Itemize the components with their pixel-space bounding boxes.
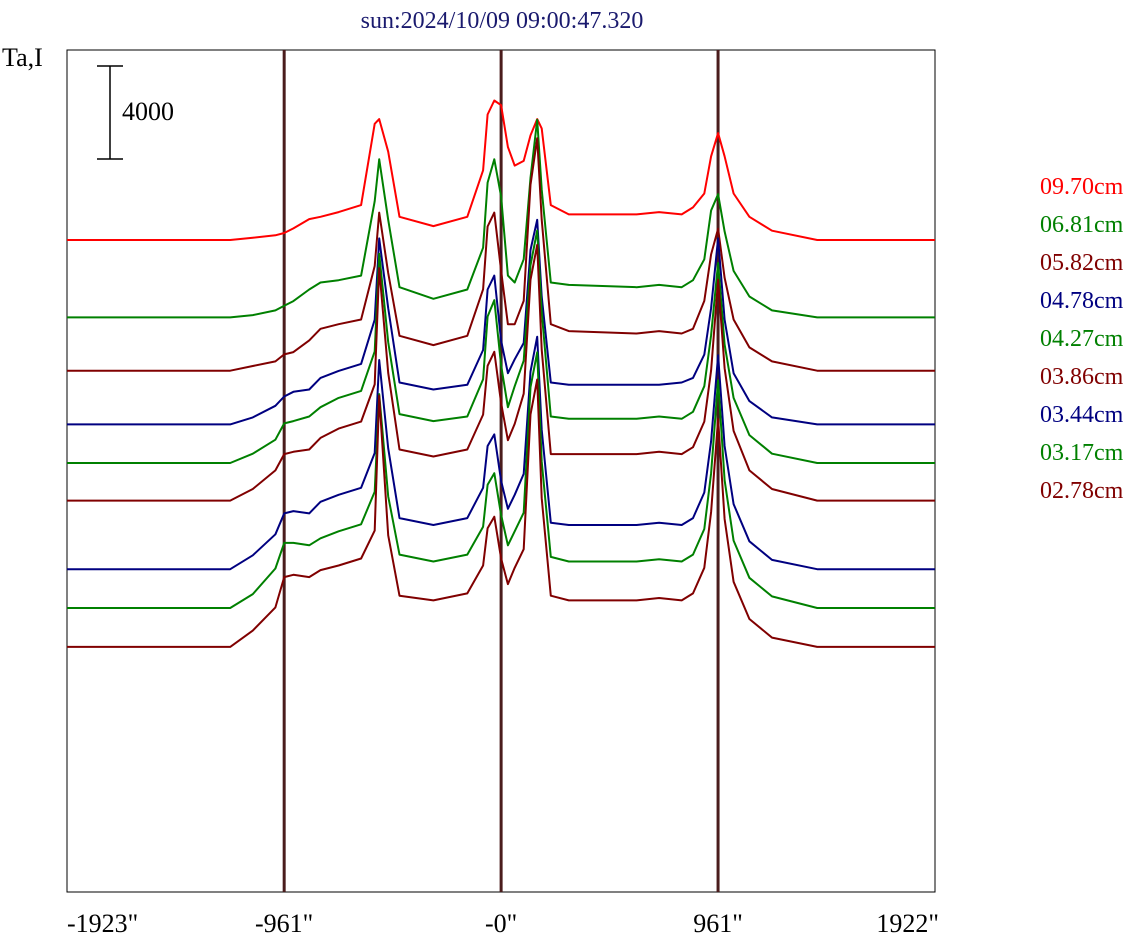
series-line-0 <box>67 99 935 241</box>
legend-item-1: 06.81cm <box>1040 212 1124 238</box>
scale-bar-label: 4000 <box>122 97 174 126</box>
legend-item-2: 05.82cm <box>1040 250 1124 276</box>
series-line-8 <box>67 378 935 648</box>
legend-item-4: 04.27cm <box>1040 326 1124 352</box>
series-line-1 <box>67 118 935 319</box>
legend-item-6: 03.44cm <box>1040 402 1124 428</box>
x-tick-label-2: -0" <box>485 909 517 938</box>
legend: 09.70cm 06.81cm 05.82cm 04.78cm 04.27cm 03.86… <box>1040 174 1124 504</box>
series-line-5 <box>67 243 935 502</box>
series-group <box>67 99 935 648</box>
series-line-6 <box>67 335 935 571</box>
vertical-guide-lines <box>282 50 720 892</box>
x-tick-label-0: -1923" <box>67 909 138 938</box>
scale-bar: 4000 <box>97 65 174 160</box>
series-line-3 <box>67 218 935 426</box>
series-line-7 <box>67 351 935 609</box>
y-axis-label: Ta,I <box>2 43 43 72</box>
x-tick-label-1: -961" <box>255 909 313 938</box>
series-line-2 <box>67 137 935 372</box>
legend-item-0: 09.70cm <box>1040 174 1124 200</box>
legend-item-3: 04.78cm <box>1040 288 1124 314</box>
x-tick-label-3: 961" <box>693 909 743 938</box>
legend-item-7: 03.17cm <box>1040 440 1124 466</box>
series-line-4 <box>67 229 935 464</box>
legend-item-8: 02.78cm <box>1040 478 1124 504</box>
legend-item-5: 03.86cm <box>1040 364 1124 390</box>
x-tick-label-4: 1922" <box>876 909 939 938</box>
chart-title: sun:2024/10/09 09:00:47.320 <box>361 8 644 34</box>
x-tick-labels: -1923" -961" -0" 961" 1922" <box>67 909 939 938</box>
